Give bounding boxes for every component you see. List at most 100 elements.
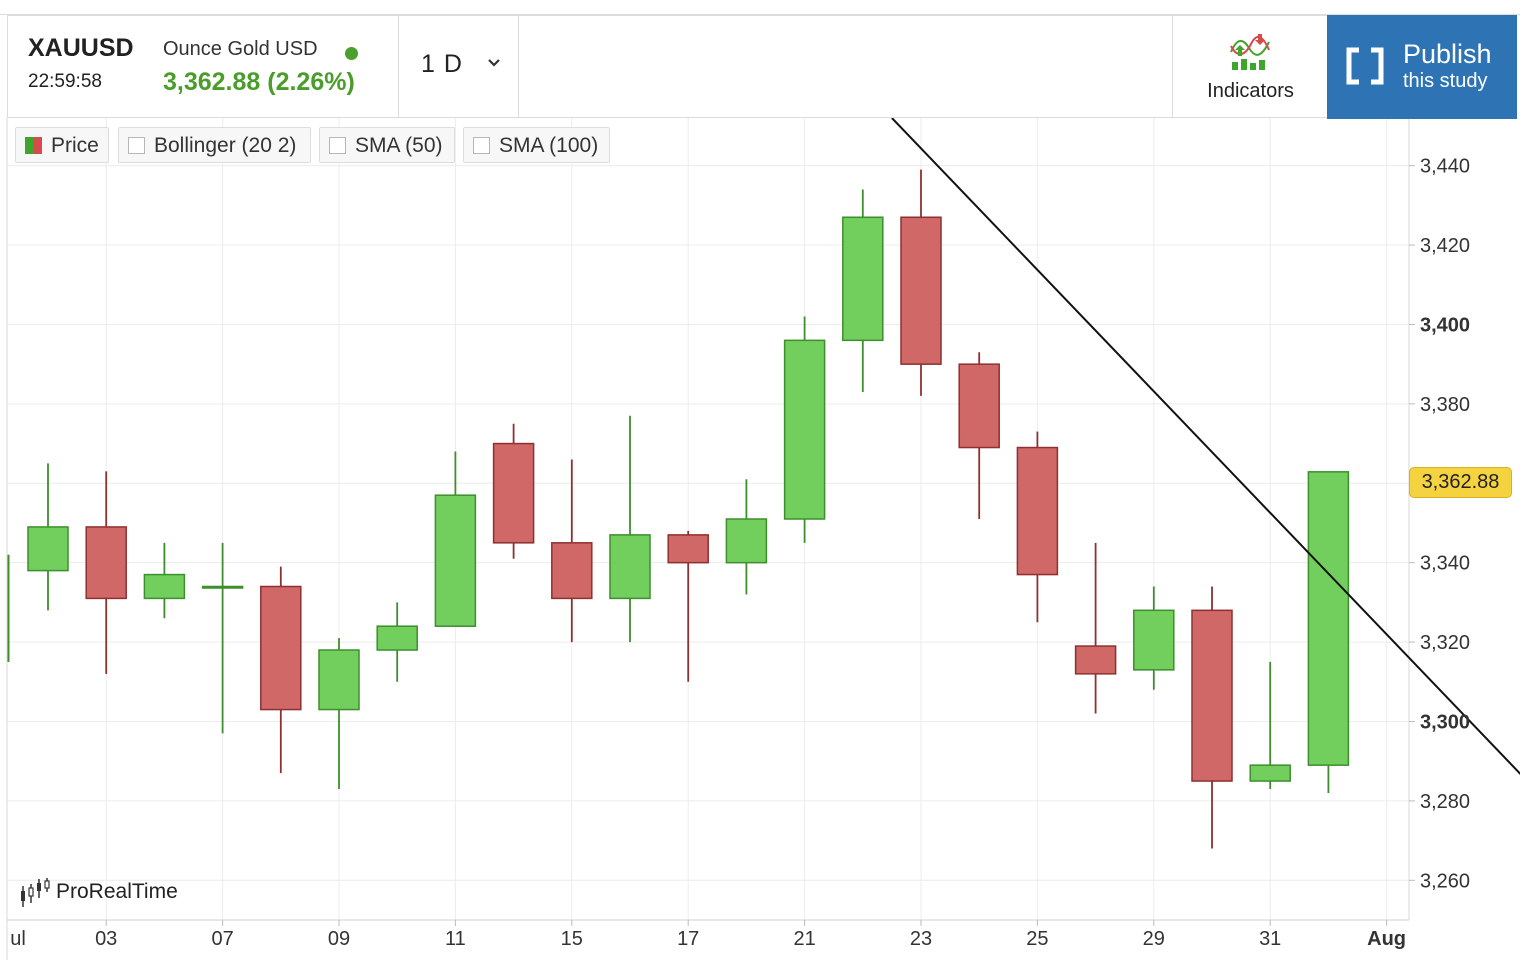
x-tick-label: ul	[10, 928, 26, 950]
x-tick-label: 21	[793, 928, 815, 950]
candle-body	[201, 585, 244, 589]
indicators-button[interactable]: Indicators	[1172, 16, 1327, 117]
candle-down	[667, 530, 709, 682]
candle-down	[958, 352, 1000, 519]
x-tick-label: 23	[910, 928, 932, 950]
candle-body	[1249, 764, 1291, 782]
candle-up	[376, 602, 418, 682]
candle-body	[143, 573, 186, 600]
watermark-text: ProRealTime	[56, 880, 178, 903]
candle-down	[85, 471, 127, 674]
candle-down	[1074, 542, 1117, 714]
candle-body	[958, 363, 1000, 449]
x-tick-label: 25	[1026, 928, 1048, 950]
symbol-label: XAUUSD	[28, 34, 134, 62]
price-swatch-icon	[25, 137, 42, 154]
candle-body	[900, 216, 942, 365]
candle-down	[900, 169, 942, 396]
candle-body	[783, 339, 826, 520]
candles	[7, 169, 1350, 849]
candle-up	[434, 451, 477, 627]
checkbox-icon	[473, 137, 490, 154]
candle-body	[85, 526, 127, 600]
candle-body	[1016, 446, 1059, 576]
candle-body	[376, 625, 418, 651]
candle-up	[201, 542, 244, 734]
x-tick-label: 17	[677, 928, 699, 950]
legend-item-bollinger[interactable]: Bollinger (20 2)	[118, 127, 311, 163]
candle-up	[27, 463, 69, 611]
candle-down	[492, 423, 535, 559]
checkbox-icon	[329, 137, 346, 154]
market-status-dot	[345, 47, 358, 60]
y-tick-label: 3,340	[1420, 553, 1470, 575]
candle-down	[1016, 431, 1059, 623]
y-tick-label: 3,260	[1420, 870, 1470, 892]
candle-body	[842, 216, 884, 342]
x-tick-label: 31	[1259, 928, 1281, 950]
period-selector[interactable]: 1 D	[398, 16, 519, 117]
candle-up	[1249, 661, 1291, 789]
price-change-label: 3,362.88 (2.26%)	[163, 68, 355, 96]
candle-body	[1074, 645, 1117, 675]
y-tick-label: 3,300	[1420, 711, 1470, 733]
y-tick-label: 3,440	[1420, 156, 1470, 178]
candle-body	[492, 442, 535, 544]
candle-down	[551, 459, 593, 643]
candle-body	[667, 534, 709, 564]
candle-up	[143, 542, 186, 619]
last-price-badge: 3,362.88	[1409, 467, 1512, 498]
y-tick-label: 3,400	[1420, 314, 1470, 336]
candle-up	[1133, 586, 1175, 690]
legend-item-sma100[interactable]: SMA (100)	[463, 127, 610, 163]
top-divider	[0, 14, 1520, 15]
x-tick-label: 03	[95, 928, 117, 950]
publish-button[interactable]: Publish this study	[1327, 15, 1517, 119]
legend-item-price[interactable]: Price	[15, 127, 109, 163]
candlestick-logo-icon	[21, 878, 50, 907]
x-tick-label: 15	[561, 928, 583, 950]
legend-label: SMA (50)	[355, 134, 443, 157]
publish-subtitle: this study	[1403, 70, 1488, 92]
y-tick-label: 3,380	[1420, 394, 1470, 416]
chart-header: XAUUSD 22:59:58 Ounce Gold USD 3,362.88 …	[7, 15, 1517, 119]
candle-up	[318, 638, 360, 789]
candle-body	[1191, 609, 1233, 782]
y-tick-label: 3,280	[1420, 791, 1470, 813]
candle-body	[609, 534, 651, 600]
trendline	[891, 117, 1520, 775]
indicators-label: Indicators	[1207, 80, 1294, 102]
indicators-icon	[1230, 34, 1270, 70]
time-label: 22:59:58	[28, 71, 102, 92]
candle-body	[318, 649, 360, 711]
candle-up	[609, 415, 651, 643]
chart-frame	[6, 118, 1410, 960]
legend-label: Price	[51, 134, 99, 157]
x-tick-label: 07	[211, 928, 233, 950]
candle-up	[842, 189, 884, 392]
chevron-down-icon	[488, 59, 500, 67]
x-tick-label: 11	[445, 928, 466, 950]
candle-body	[551, 542, 593, 600]
y-tick-label: 3,420	[1420, 235, 1470, 257]
publish-icon	[1346, 47, 1384, 85]
candle-up	[1307, 471, 1350, 793]
chart-grid	[7, 118, 1409, 920]
legend-item-sma50[interactable]: SMA (50)	[319, 127, 455, 163]
legend-label: SMA (100)	[499, 134, 599, 157]
y-axis: 3,2603,2803,3003,3203,3403,3603,3803,400…	[1409, 156, 1470, 892]
trendline-segment	[891, 117, 1520, 775]
y-tick-label: 3,320	[1420, 632, 1470, 654]
candle-body	[27, 526, 69, 572]
publish-title: Publish	[1403, 39, 1492, 69]
candle-body	[725, 518, 768, 564]
legend-label: Bollinger (20 2)	[154, 134, 297, 157]
x-tick-label: Aug	[1367, 928, 1406, 950]
candle-body	[1133, 609, 1175, 671]
candle-down	[260, 566, 302, 774]
x-tick-label: 09	[328, 928, 350, 950]
checkbox-icon	[128, 137, 145, 154]
candle-down	[1191, 586, 1233, 849]
